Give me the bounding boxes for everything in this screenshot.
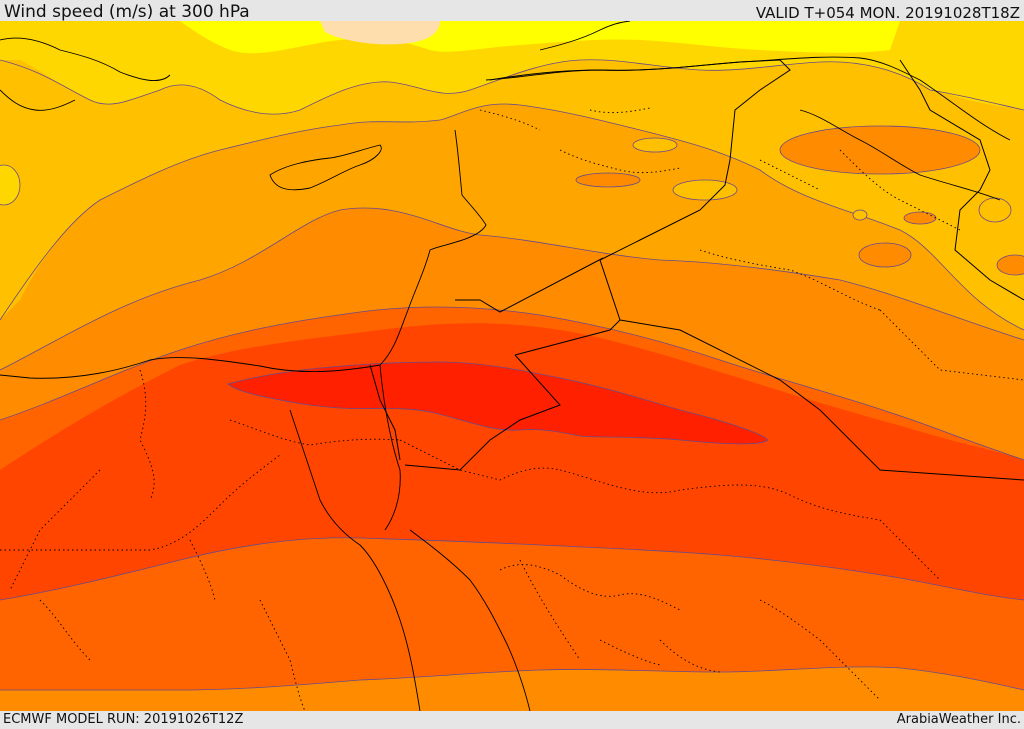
map-title: Wind speed (m/s) at 300 hPa bbox=[4, 2, 250, 22]
model-run-label: ECMWF MODEL RUN: 20191026T12Z bbox=[3, 712, 244, 727]
borders bbox=[369, 59, 1024, 481]
contour-lines bbox=[0, 59, 1024, 691]
band-pale bbox=[320, 21, 440, 45]
credit-label: ArabiaWeather Inc. bbox=[896, 712, 1021, 727]
wind-speed-map bbox=[0, 21, 1024, 711]
band-red bbox=[228, 362, 768, 444]
valid-time: VALID T+054 MON. 20191028T18Z bbox=[755, 4, 1020, 22]
band-gold-east bbox=[900, 21, 1024, 110]
footer-bar: ECMWF MODEL RUN: 20191026T12Z ArabiaWeat… bbox=[0, 711, 1024, 729]
header-bar: Wind speed (m/s) at 300 hPa VALID T+054 … bbox=[0, 0, 1024, 21]
admin-boundaries bbox=[0, 107, 1024, 711]
map-canvas bbox=[0, 21, 1024, 711]
contour-blobs bbox=[0, 125, 1024, 276]
